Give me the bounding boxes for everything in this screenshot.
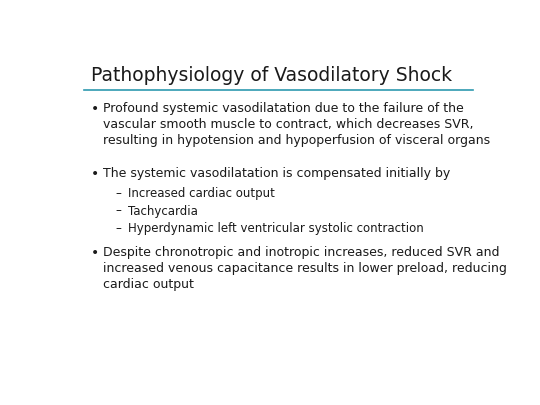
Text: –: –	[116, 222, 122, 235]
Text: –: –	[116, 187, 122, 200]
Text: Pathophysiology of Vasodilatory Shock: Pathophysiology of Vasodilatory Shock	[91, 66, 451, 85]
Text: The systemic vasodilatation is compensated initially by: The systemic vasodilatation is compensat…	[103, 167, 450, 180]
Text: Increased cardiac output: Increased cardiac output	[128, 187, 275, 200]
Text: Tachycardia: Tachycardia	[128, 205, 198, 217]
Text: •: •	[91, 102, 99, 115]
Text: –: –	[116, 205, 122, 217]
Text: •: •	[91, 246, 99, 260]
Text: Hyperdynamic left ventricular systolic contraction: Hyperdynamic left ventricular systolic c…	[128, 222, 424, 235]
Text: Profound systemic vasodilatation due to the failure of the
vascular smooth muscl: Profound systemic vasodilatation due to …	[103, 102, 490, 147]
Text: •: •	[91, 167, 99, 181]
Text: Despite chronotropic and inotropic increases, reduced SVR and
increased venous c: Despite chronotropic and inotropic incre…	[103, 246, 507, 291]
